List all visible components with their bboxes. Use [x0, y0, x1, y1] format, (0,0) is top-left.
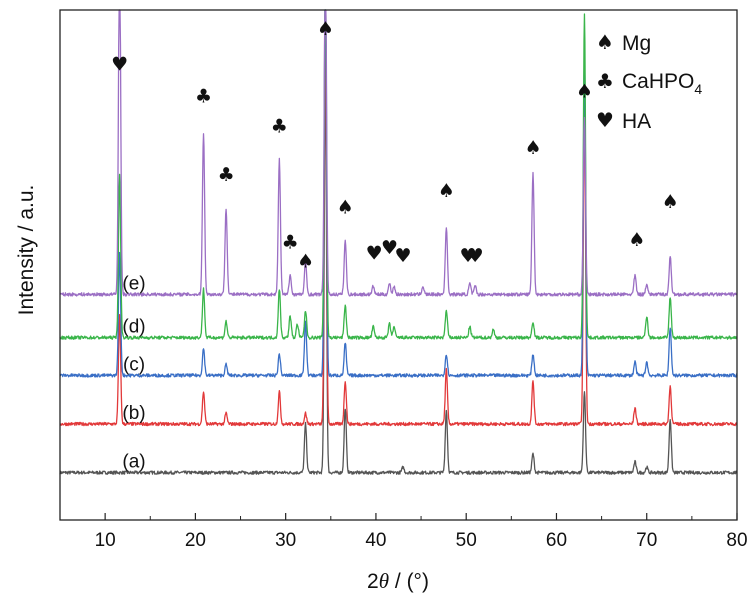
ha-heart-marker: ♥ — [459, 245, 476, 267]
series-labels: (a) (b) (c) (d) (e) — [122, 273, 145, 472]
x-tick-label: 50 — [456, 530, 477, 551]
cahpo4-club-marker: ♣ — [195, 86, 212, 108]
x-tick-label: 30 — [275, 530, 296, 551]
ha-heart-marker: ♥ — [366, 242, 383, 264]
series-line-a — [59, 67, 738, 475]
series-line-e — [59, 9, 738, 297]
series-label-b: (b) — [122, 403, 145, 424]
legend-label-cahpo4: CaHPO4 — [622, 70, 702, 97]
legend-item-mg: ♠ Mg — [596, 30, 651, 55]
legend: ♠ Mg ♣ CaHPO4 ♥ HA — [596, 30, 702, 133]
mg-spade-marker: ♠ — [524, 137, 541, 159]
x-axis-ticks: 10 20 30 40 50 60 70 80 — [59, 513, 748, 551]
legend-item-cahpo4: ♣ CaHPO4 — [596, 69, 702, 97]
ha-heart-marker: ♥ — [394, 245, 411, 267]
y-axis-title: Intensity / a.u. — [15, 185, 38, 316]
mg-spade-marker: ♠ — [297, 250, 314, 272]
heart-icon: ♥ — [596, 108, 614, 132]
series-line-c — [59, 9, 738, 378]
series-label-c: (c) — [123, 354, 145, 375]
x-tick-label: 10 — [95, 530, 116, 551]
series-line-d — [59, 9, 738, 340]
x-tick-label: 80 — [726, 530, 747, 551]
mg-spade-marker: ♠ — [438, 180, 455, 202]
x-tick-label: 20 — [185, 530, 206, 551]
x-tick-label: 60 — [546, 530, 567, 551]
cahpo4-club-marker: ♣ — [282, 232, 299, 254]
spade-icon: ♠ — [596, 30, 614, 54]
x-tick-label: 70 — [636, 530, 657, 551]
club-icon: ♣ — [596, 69, 614, 93]
series-label-a: (a) — [122, 452, 145, 473]
series-label-d: (d) — [122, 317, 145, 338]
x-axis-title: 2θ / (°) — [367, 569, 429, 593]
mg-spade-marker: ♠ — [337, 196, 354, 218]
ha-heart-marker: ♥ — [467, 245, 484, 267]
mg-spade-marker: ♠ — [317, 18, 334, 40]
series-line-b — [59, 17, 738, 427]
series-layer — [59, 9, 738, 475]
ha-heart-marker: ♥ — [111, 53, 128, 75]
cahpo4-club-marker: ♣ — [271, 115, 288, 137]
ha-heart-marker: ♥ — [381, 237, 398, 259]
x-tick-label: 40 — [365, 530, 386, 551]
cahpo4-club-marker: ♣ — [218, 164, 235, 186]
legend-label-mg: Mg — [622, 32, 651, 55]
series-label-e: (e) — [122, 273, 145, 294]
mg-spade-marker: ♠ — [662, 191, 679, 213]
legend-label-ha: HA — [622, 110, 651, 133]
legend-item-ha: ♥ HA — [596, 108, 651, 133]
peak-markers: ♥♣♣♣♣♠♠♠♥♥♥♠♥♥♠♠♠♠ — [111, 18, 679, 272]
plot-frame — [59, 9, 738, 521]
mg-spade-marker: ♠ — [576, 80, 593, 102]
mg-spade-marker: ♠ — [628, 229, 645, 251]
